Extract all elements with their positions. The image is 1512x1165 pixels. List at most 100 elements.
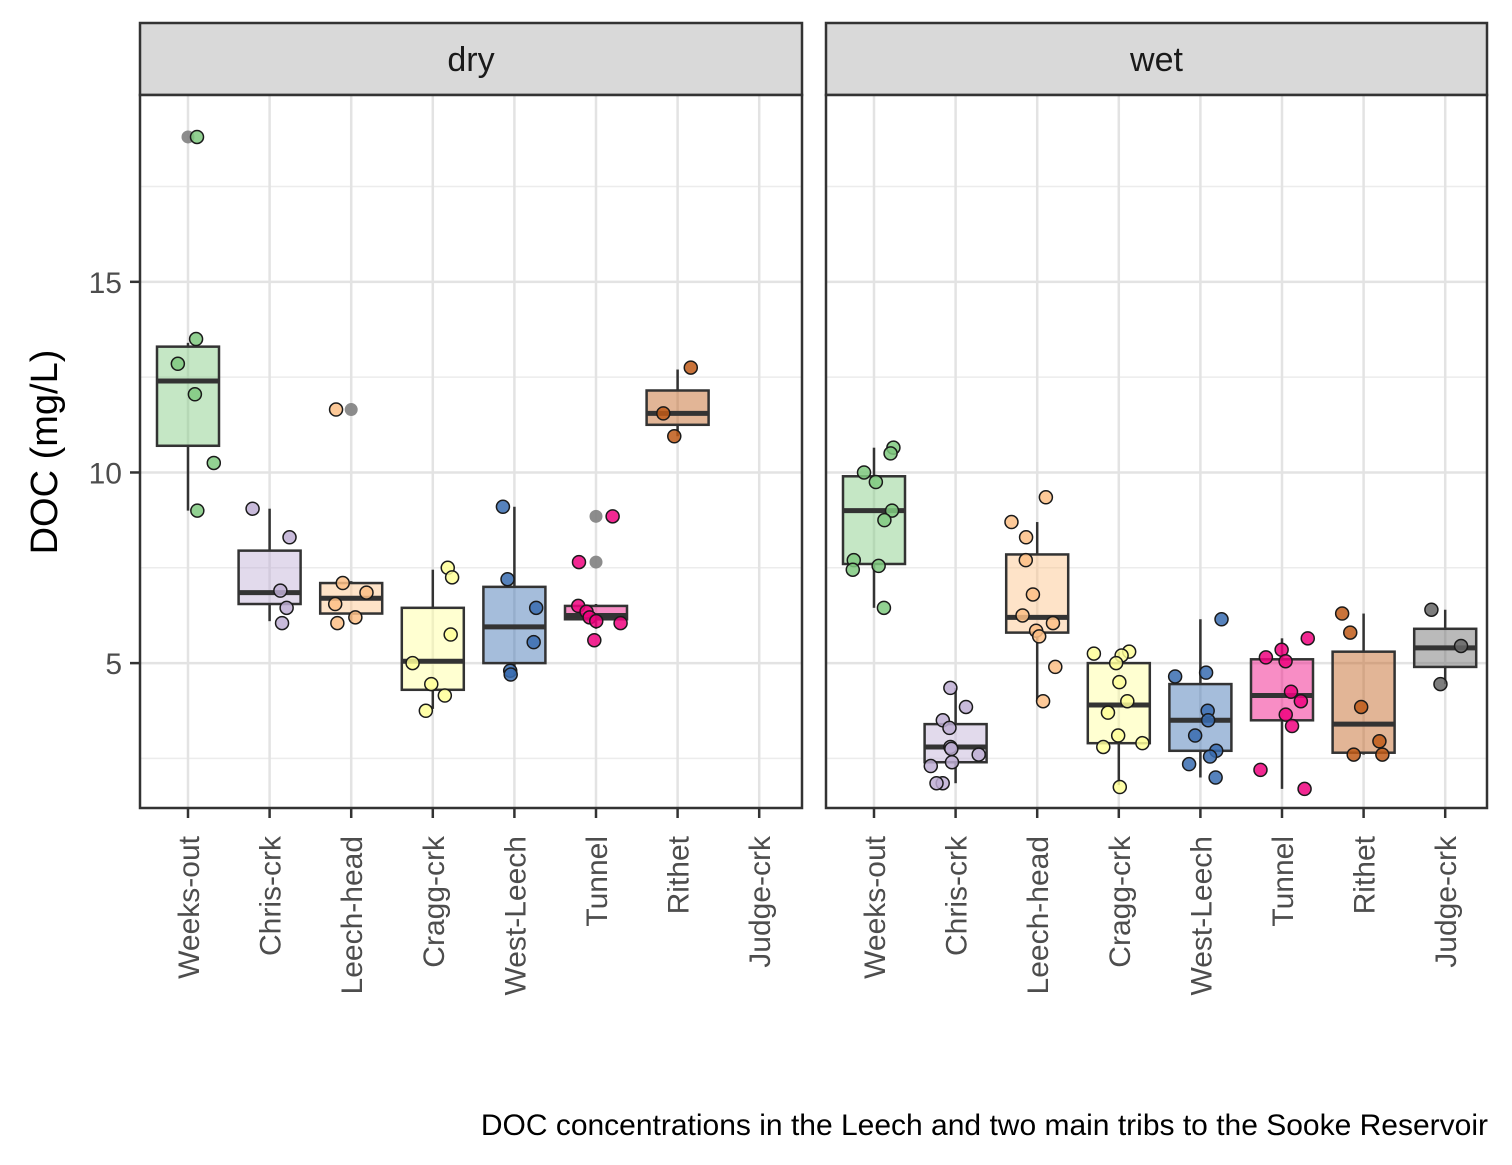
- data-point: [613, 615, 628, 631]
- data-point: [1031, 629, 1047, 644]
- data-point: [526, 634, 541, 650]
- data-point: [1096, 739, 1111, 755]
- data-point: [1018, 530, 1034, 545]
- data-point: [1108, 655, 1124, 671]
- x-tick-label-wet-west-leech: West-Leech: [1185, 836, 1218, 996]
- data-point: [187, 387, 203, 402]
- data-point: [944, 741, 959, 757]
- box-group-dry-weeks-out: [155, 129, 222, 518]
- data-point: [884, 503, 900, 518]
- data-point: [418, 703, 434, 719]
- box-group-wet-judge-crk: [1412, 602, 1478, 692]
- data-point: [359, 585, 374, 600]
- x-tick-label-wet-leech-head: Leech-head: [1022, 836, 1055, 994]
- strip-label-wet: wet: [1129, 41, 1183, 79]
- box-group-wet-west-leech: [1167, 612, 1233, 785]
- data-point: [1258, 650, 1274, 665]
- data-point: [667, 428, 682, 444]
- box-group-wet-rithet: [1331, 606, 1396, 762]
- data-point: [1112, 779, 1128, 795]
- data-point: [190, 503, 205, 518]
- data-point: [971, 747, 986, 762]
- chart-caption: DOC concentrations in the Leech and two …: [481, 1109, 1488, 1142]
- data-point: [1048, 659, 1063, 675]
- box-group-wet-weeks-out: [841, 440, 907, 616]
- data-point: [1018, 552, 1034, 568]
- x-tick-label-wet-weeks-out: Weeks-out: [859, 835, 892, 979]
- box-group-dry-chris-crk: [237, 501, 302, 631]
- y-tick-label-10: 10: [89, 457, 122, 490]
- box-group-dry-tunnel: [563, 509, 629, 648]
- y-tick-label-15: 15: [89, 267, 122, 300]
- data-point: [1208, 770, 1223, 785]
- panel-border-dry: [138, 93, 804, 810]
- box-group-wet-chris-crk: [923, 680, 988, 791]
- data-point: [868, 474, 884, 490]
- data-point: [944, 754, 960, 770]
- box-group-dry-rithet: [645, 360, 710, 444]
- x-tick-label-wet-cragg-crk: Cragg-crk: [1104, 835, 1137, 968]
- data-point: [279, 600, 294, 616]
- data-point: [871, 558, 886, 574]
- plot-area-wet: [826, 95, 1487, 808]
- box-dry-rithet: [645, 389, 710, 427]
- box-dry-chris-crk: [237, 549, 302, 606]
- data-point: [282, 530, 297, 545]
- data-point: [845, 562, 861, 577]
- data-point: [1284, 718, 1300, 734]
- data-point: [683, 360, 699, 375]
- data-point: [1433, 676, 1448, 692]
- data-point: [943, 680, 958, 696]
- data-point: [876, 600, 892, 616]
- data-point: [587, 632, 602, 648]
- x-tick-label-wet-judge-crk: Judge-crk: [1430, 835, 1463, 968]
- data-point: [500, 571, 515, 587]
- x-tick-label-dry-leech-head: Leech-head: [336, 836, 369, 994]
- box-wet-weeks-out: [841, 475, 907, 566]
- data-point: [1214, 612, 1229, 627]
- data-point: [1187, 728, 1203, 743]
- data-point: [1300, 631, 1316, 646]
- data-point: [274, 615, 290, 631]
- data-point: [330, 615, 345, 631]
- outlier-point: [344, 403, 358, 417]
- panel-border-wet: [824, 93, 1489, 810]
- box-wet-west-leech: [1168, 682, 1233, 753]
- data-point: [1035, 693, 1051, 709]
- data-point: [245, 501, 260, 516]
- data-point: [929, 775, 944, 791]
- data-point: [1015, 608, 1030, 623]
- data-point: [1120, 693, 1135, 709]
- data-point: [495, 499, 511, 515]
- data-point: [1278, 653, 1293, 669]
- data-point: [883, 446, 898, 461]
- outlier-point: [589, 555, 603, 569]
- data-point: [1375, 747, 1390, 762]
- data-point: [605, 509, 620, 524]
- plot-area-dry: [140, 95, 802, 808]
- data-point: [1086, 646, 1102, 661]
- data-point: [437, 688, 453, 703]
- data-point: [1200, 713, 1216, 728]
- box-group-wet-leech-head: [1004, 490, 1070, 709]
- x-tick-label-wet-tunnel: Tunnel: [1267, 836, 1300, 927]
- data-point: [1202, 749, 1218, 764]
- strip-dry: [138, 21, 804, 97]
- data-point: [528, 600, 544, 616]
- data-point: [1198, 665, 1214, 680]
- data-point: [958, 699, 974, 715]
- x-tick-label-dry-chris-crk: Chris-crk: [255, 835, 288, 956]
- outlier-point: [589, 509, 603, 523]
- x-tick-label-dry-west-leech: West-Leech: [499, 836, 532, 996]
- data-point: [1045, 615, 1061, 631]
- x-tick-label-dry-tunnel: Tunnel: [581, 836, 614, 927]
- data-point: [1135, 735, 1150, 751]
- y-axis: 5 10 15: [89, 267, 140, 681]
- data-point: [1025, 587, 1041, 602]
- data-point: [1038, 490, 1054, 505]
- x-tick-label-dry-judge-crk: Judge-crk: [744, 835, 777, 968]
- data-point: [1353, 699, 1369, 715]
- data-point: [656, 406, 671, 421]
- data-point: [1167, 669, 1183, 684]
